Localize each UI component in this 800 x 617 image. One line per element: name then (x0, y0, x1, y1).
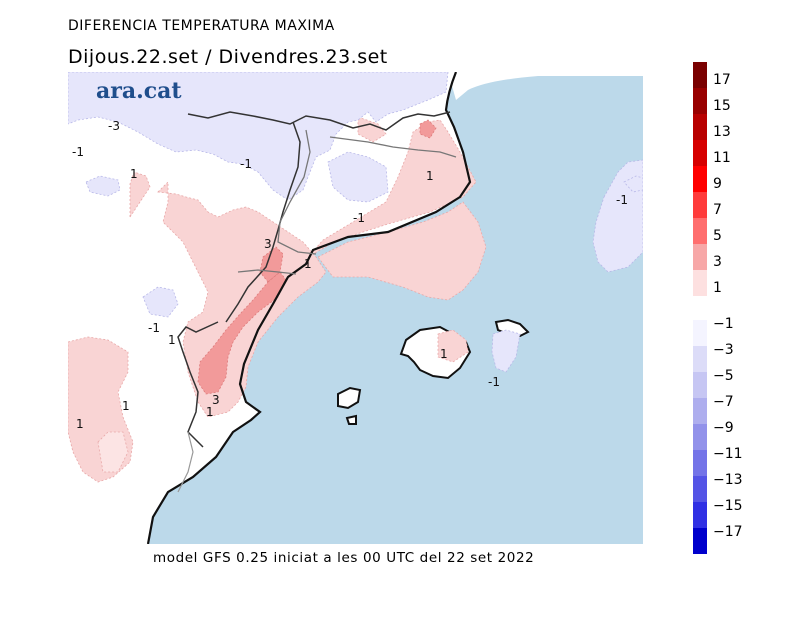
colorbar-label: 13 (713, 124, 731, 140)
contour-labels: -3 -1 -1 1 1 -1 -1 3 1 -1 1 1 -1 3 1 1 1 (72, 119, 628, 431)
colorbar-label: −7 (713, 394, 734, 410)
contour-label: 1 (130, 167, 138, 181)
colorbar-swatch (693, 528, 707, 554)
colorbar-label: 1 (713, 280, 722, 296)
colorbar-swatch (693, 192, 707, 218)
borders (177, 111, 457, 493)
colorbar-label: −3 (713, 342, 734, 358)
colorbar-swatch (693, 114, 707, 140)
aracat-logo: ara.cat (96, 78, 182, 104)
temperature-difference-map: ara.cat -3 -1 -1 1 1 -1 -1 3 1 -1 1 1 -1… (68, 72, 643, 544)
contour-label: 3 (212, 393, 220, 407)
colorbar-label: −5 (713, 368, 734, 384)
colorbar-swatch (693, 140, 707, 166)
colorbar-swatch (693, 346, 707, 372)
warm-anomaly (68, 116, 487, 483)
colorbar-label: −9 (713, 420, 734, 436)
contour-label: -1 (353, 211, 365, 225)
colorbar-swatch (693, 62, 707, 88)
model-info: model GFS 0.25 iniciat a les 00 UTC del … (153, 550, 535, 566)
map-title: DIFERENCIA TEMPERATURA MAXIMA (68, 18, 335, 34)
cool-anomaly (68, 72, 643, 373)
date-range-subtitle: Dijous.22.set / Divendres.23.set (68, 46, 388, 68)
coastline (146, 72, 472, 544)
colorbar-swatch (693, 450, 707, 476)
contour-label: 1 (426, 169, 434, 183)
contour-label: -1 (616, 193, 628, 207)
color-scale-legend: 17 15 13 11 9 7 5 3 1 −1 −3 −5 −7 −9 −11 −13 −15 −17 (693, 62, 743, 554)
colorbar-label: −1 (713, 316, 734, 332)
colorbar-label: 9 (713, 176, 722, 192)
mainland (68, 72, 643, 544)
contour-label: 1 (206, 405, 214, 419)
colorbar-label: 11 (713, 150, 731, 166)
colorbar-label: 3 (713, 254, 722, 270)
colorbar-swatch (693, 476, 707, 502)
contour-label: 1 (168, 333, 176, 347)
contour-label: 1 (122, 399, 130, 413)
contour-label: 1 (304, 257, 312, 271)
colorbar-label: 7 (713, 202, 722, 218)
contour-label: 3 (264, 237, 272, 251)
colorbar-swatch (693, 320, 707, 346)
colorbar-label: 15 (713, 98, 731, 114)
colorbar-swatch (693, 270, 707, 296)
contour-label: -1 (488, 375, 500, 389)
colorbar-label: −15 (713, 498, 743, 514)
colorbar-swatch (693, 244, 707, 270)
colorbar-label: 5 (713, 228, 722, 244)
contour-label: 1 (440, 347, 448, 361)
contour-label: -3 (108, 119, 120, 133)
colorbar-label: −11 (713, 446, 743, 462)
colorbar-label: 17 (713, 72, 731, 88)
colorbar-swatch (693, 502, 707, 528)
colorbar-swatch (693, 398, 707, 424)
eivissa (337, 386, 362, 410)
colorbar-label: −17 (713, 524, 743, 540)
contour-label: -1 (240, 157, 252, 171)
contour-label: 1 (76, 417, 84, 431)
colorbar-label: −13 (713, 472, 743, 488)
colorbar-swatch (693, 88, 707, 114)
colorbar-swatch (693, 424, 707, 450)
colorbar-swatch (693, 166, 707, 192)
colorbar-swatch (693, 218, 707, 244)
colorbar-swatch (693, 372, 707, 398)
contour-label: -1 (72, 145, 84, 159)
contour-label: -1 (148, 321, 160, 335)
